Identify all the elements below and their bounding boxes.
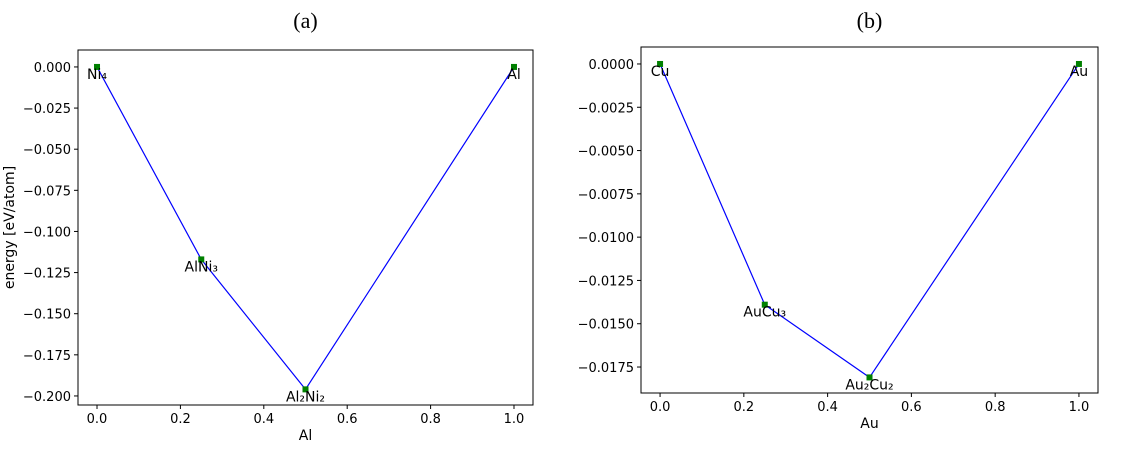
point-label: AuCu₃ (743, 305, 786, 321)
y-tick-label: −0.200 (23, 390, 71, 405)
chart: (b) 0.0 0.2 0.4 0.6 0.8 1.0 0.0000 −0.0025 −0.005… (578, 8, 1099, 432)
chart: (a) 0.0 0.2 0.4 0.6 0.8 1.0 0.000 −0.025 −0.050 −0… (2, 8, 534, 444)
chart-title: (a) (293, 8, 317, 33)
plot-frame (640, 46, 1099, 394)
point-label: Au (1070, 64, 1088, 80)
y-tick-label: −0.050 (23, 143, 71, 158)
x-tick-label: 0.0 (650, 400, 671, 415)
y-tick-label: −0.0050 (578, 145, 634, 160)
x-axis-label: Al (299, 428, 312, 444)
y-tick-label: −0.0175 (578, 361, 634, 376)
y-tick-label: −0.025 (23, 102, 71, 117)
marker (510, 63, 517, 70)
y-tick-label: −0.0075 (578, 188, 634, 203)
y-tick-label: −0.125 (23, 267, 71, 282)
x-axis-label: Au (860, 416, 878, 432)
marker (94, 63, 101, 70)
marker (657, 60, 664, 67)
x-tick-label: 0.6 (337, 412, 358, 427)
marker (302, 386, 309, 393)
point-label: Al (507, 67, 520, 83)
x-tick-label: 0.8 (420, 412, 441, 427)
x-tick-label: 1.0 (1069, 400, 1090, 415)
y-tick-label: −0.0025 (578, 101, 634, 116)
marker (866, 374, 873, 381)
x-tick-label: 0.0 (87, 412, 108, 427)
marker (761, 301, 768, 308)
y-tick-label: 0.000 (34, 61, 71, 76)
x-tick-label: 0.8 (985, 400, 1006, 415)
line (659, 63, 1080, 379)
x-tick-label: 0.2 (170, 412, 191, 427)
point-label: Cu (651, 64, 670, 80)
line (96, 66, 515, 391)
point-label: AlNi₃ (185, 259, 218, 275)
y-tick-label: −0.0125 (578, 274, 634, 289)
plot-frame (77, 49, 534, 406)
x-tick-label: 0.2 (733, 400, 754, 415)
y-axis-label: energy [eV/atom] (2, 166, 18, 289)
point-label: Au₂Cu₂ (845, 377, 893, 393)
y-tick-label: −0.100 (23, 225, 71, 240)
chart-title: (b) (857, 8, 883, 33)
marker (198, 256, 205, 263)
x-tick-label: 0.4 (253, 412, 274, 427)
y-tick-label: −0.175 (23, 349, 71, 364)
x-tick-label: 1.0 (504, 412, 525, 427)
y-tick-label: −0.150 (23, 308, 71, 323)
y-tick-label: −0.0100 (578, 231, 634, 246)
y-tick-label: −0.0150 (578, 318, 634, 333)
point-label: Al₂Ni₂ (286, 389, 325, 405)
x-tick-label: 0.6 (901, 400, 922, 415)
point-label: Ni₄ (87, 67, 107, 83)
y-tick-label: −0.075 (23, 184, 71, 199)
y-tick-label: 0.0000 (589, 58, 635, 73)
marker (1075, 60, 1082, 67)
x-tick-label: 0.4 (817, 400, 838, 415)
